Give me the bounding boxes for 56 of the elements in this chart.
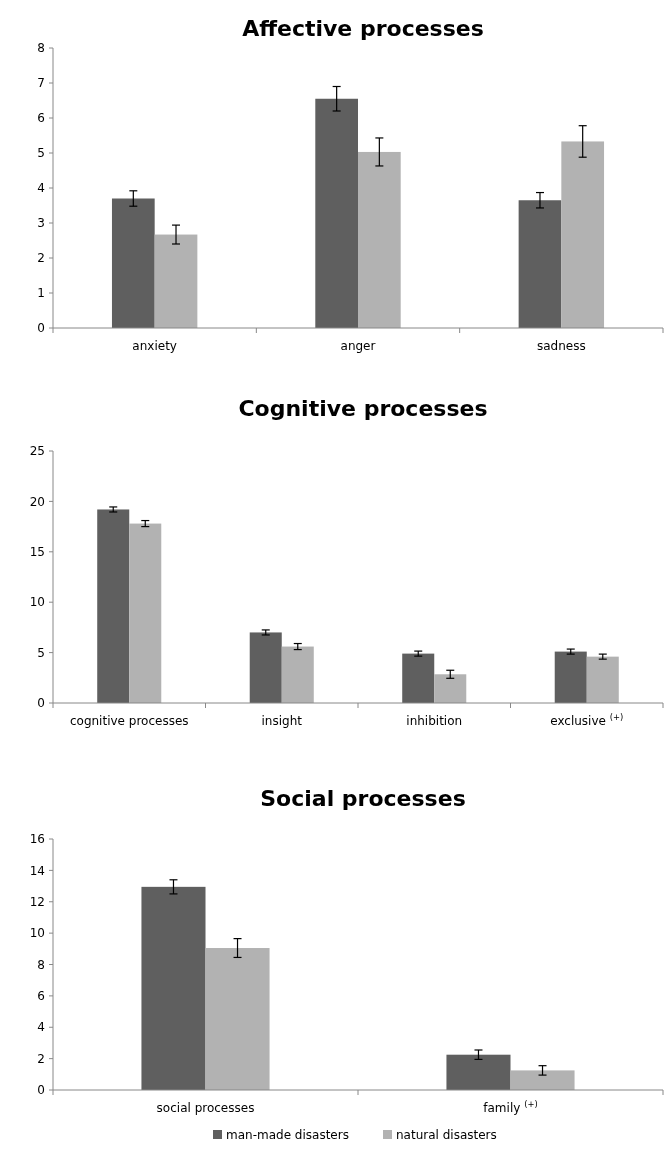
y-tick-label: 2	[37, 251, 45, 266]
x-tick-label: inhibition	[406, 714, 463, 728]
y-tick-label: 4	[37, 1020, 45, 1035]
x-tick-label: anger	[340, 339, 376, 353]
bar	[434, 674, 467, 703]
y-tick-label: 3	[37, 216, 45, 231]
bar	[249, 632, 282, 703]
y-tick-label: 5	[37, 645, 45, 660]
bar	[205, 948, 270, 1090]
y-tick-label: 6	[37, 989, 45, 1004]
chart-title: Affective processes	[242, 16, 484, 41]
y-tick-label: 16	[29, 832, 45, 847]
x-tick-label: social processes	[156, 1101, 255, 1115]
y-tick-label: 1	[37, 286, 45, 301]
x-tick-label: sadness	[536, 339, 586, 353]
y-tick-label: 20	[29, 494, 45, 509]
x-tick-label: family $^{(+)}$	[483, 1099, 538, 1115]
bar	[97, 509, 130, 703]
bar	[129, 523, 162, 703]
y-tick-label: 0	[37, 1083, 45, 1098]
x-tick-label: anxiety	[132, 339, 177, 353]
bar	[510, 1070, 575, 1090]
y-tick-label: 25	[29, 444, 45, 459]
bar	[518, 200, 562, 328]
y-tick-label: 10	[29, 926, 45, 941]
bar	[141, 886, 206, 1090]
bar	[446, 1054, 511, 1090]
chart-title: Cognitive processes	[238, 396, 488, 421]
bar	[358, 151, 401, 328]
bar	[561, 141, 605, 328]
y-tick-label: 7	[37, 76, 45, 91]
y-tick-label: 6	[37, 111, 45, 126]
y-tick-label: 0	[37, 696, 45, 711]
bar	[154, 234, 198, 328]
y-tick-label: 4	[37, 181, 45, 196]
bar	[281, 646, 314, 703]
y-tick-label: 10	[29, 595, 45, 610]
y-tick-label: 5	[37, 146, 45, 161]
y-tick-label: 12	[29, 894, 45, 909]
bar	[554, 651, 587, 703]
y-tick-label: 2	[37, 1051, 45, 1066]
x-tick-label: insight	[261, 714, 303, 728]
bar	[586, 656, 619, 703]
chart-title: Social processes	[260, 786, 466, 811]
y-tick-label: 15	[29, 545, 45, 559]
y-tick-label: 8	[37, 41, 45, 56]
legend-label: man-made disasters	[226, 1128, 349, 1142]
bar	[111, 198, 155, 328]
y-tick-label: 14	[29, 863, 45, 878]
bar	[315, 98, 358, 328]
x-tick-label: exclusive $^{(+)}$	[550, 712, 624, 728]
y-tick-label: 0	[37, 321, 45, 336]
x-tick-label: cognitive processes	[69, 714, 189, 728]
bar	[402, 653, 435, 703]
legend-label: natural disasters	[396, 1128, 497, 1142]
y-tick-label: 8	[37, 957, 45, 972]
